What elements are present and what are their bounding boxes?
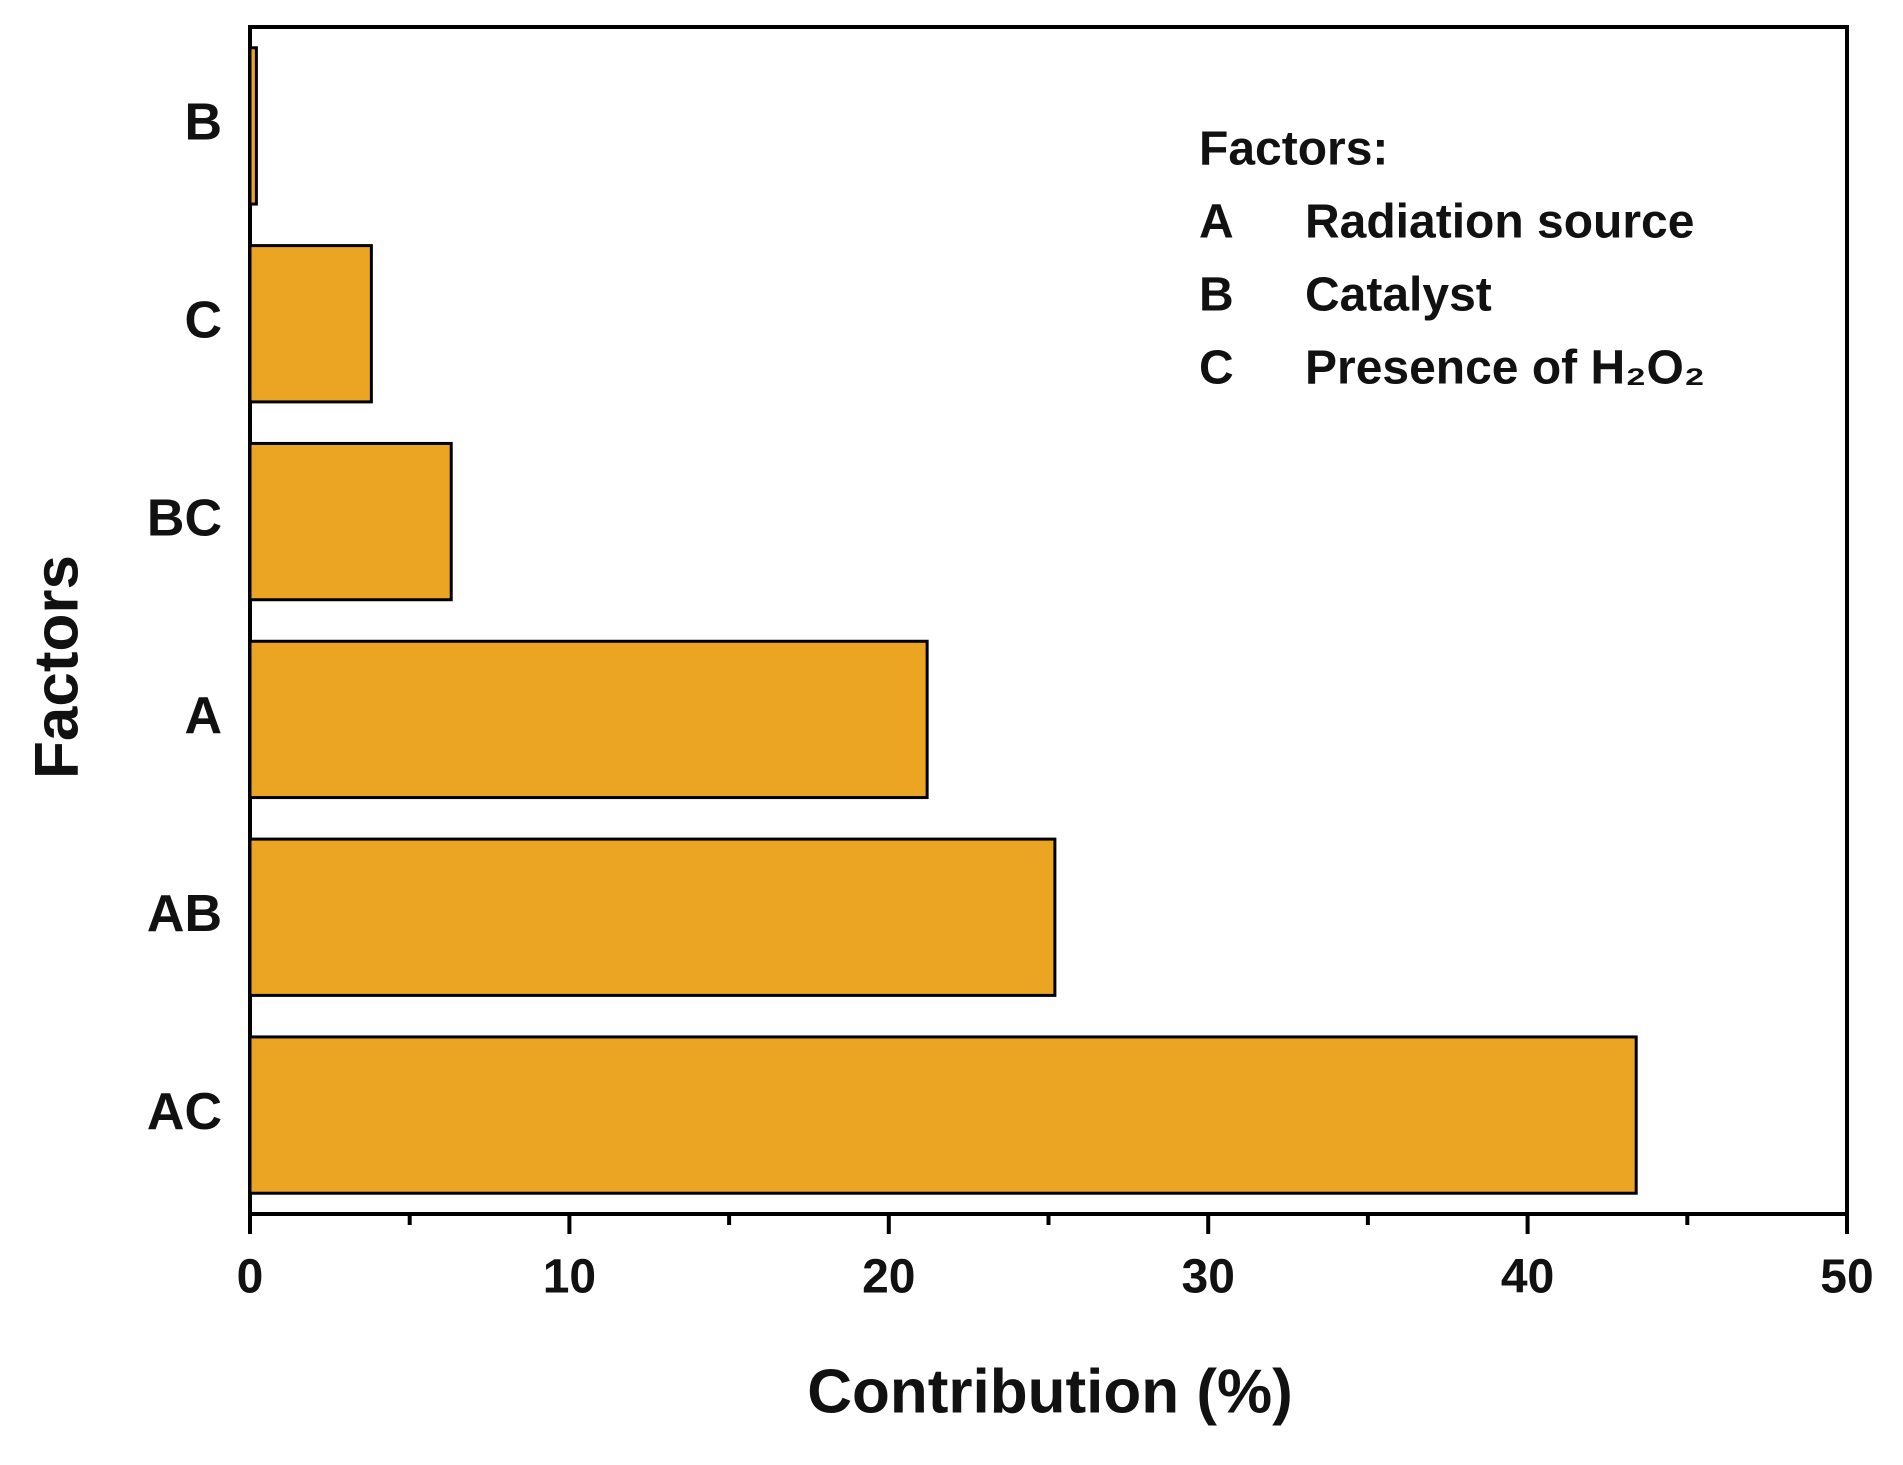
bar bbox=[248, 837, 1057, 997]
y-tick-label: A bbox=[184, 687, 222, 745]
x-axis-title: Contribution (%) bbox=[807, 1357, 1293, 1426]
legend-key: A bbox=[1199, 196, 1234, 249]
y-tick-label: AC bbox=[147, 1083, 222, 1141]
legend-label: Radiation source bbox=[1305, 196, 1694, 249]
y-tick-label: B bbox=[184, 94, 222, 152]
x-tick-label: 40 bbox=[1501, 1251, 1554, 1304]
x-tick-label: 20 bbox=[862, 1251, 915, 1304]
x-tick-label: 50 bbox=[1820, 1251, 1873, 1304]
y-tick-label: AB bbox=[147, 885, 222, 943]
legend-title: Factors: bbox=[1199, 123, 1388, 176]
bar bbox=[248, 244, 373, 404]
bar bbox=[248, 441, 453, 602]
bar bbox=[248, 1035, 1638, 1195]
legend-key: B bbox=[1199, 269, 1234, 322]
bar bbox=[248, 639, 929, 800]
legend-label: Presence of H₂O₂ bbox=[1305, 342, 1705, 395]
y-tick-label: C bbox=[184, 291, 222, 349]
x-tick-label: 30 bbox=[1182, 1251, 1235, 1304]
bar bbox=[248, 46, 258, 206]
x-tick-label: 10 bbox=[543, 1251, 596, 1304]
y-tick-label: BC bbox=[147, 489, 222, 547]
legend-label: Catalyst bbox=[1305, 269, 1492, 322]
legend-key: C bbox=[1199, 342, 1234, 395]
x-tick-label: 0 bbox=[237, 1251, 264, 1304]
y-axis-title: Factors bbox=[22, 555, 91, 779]
